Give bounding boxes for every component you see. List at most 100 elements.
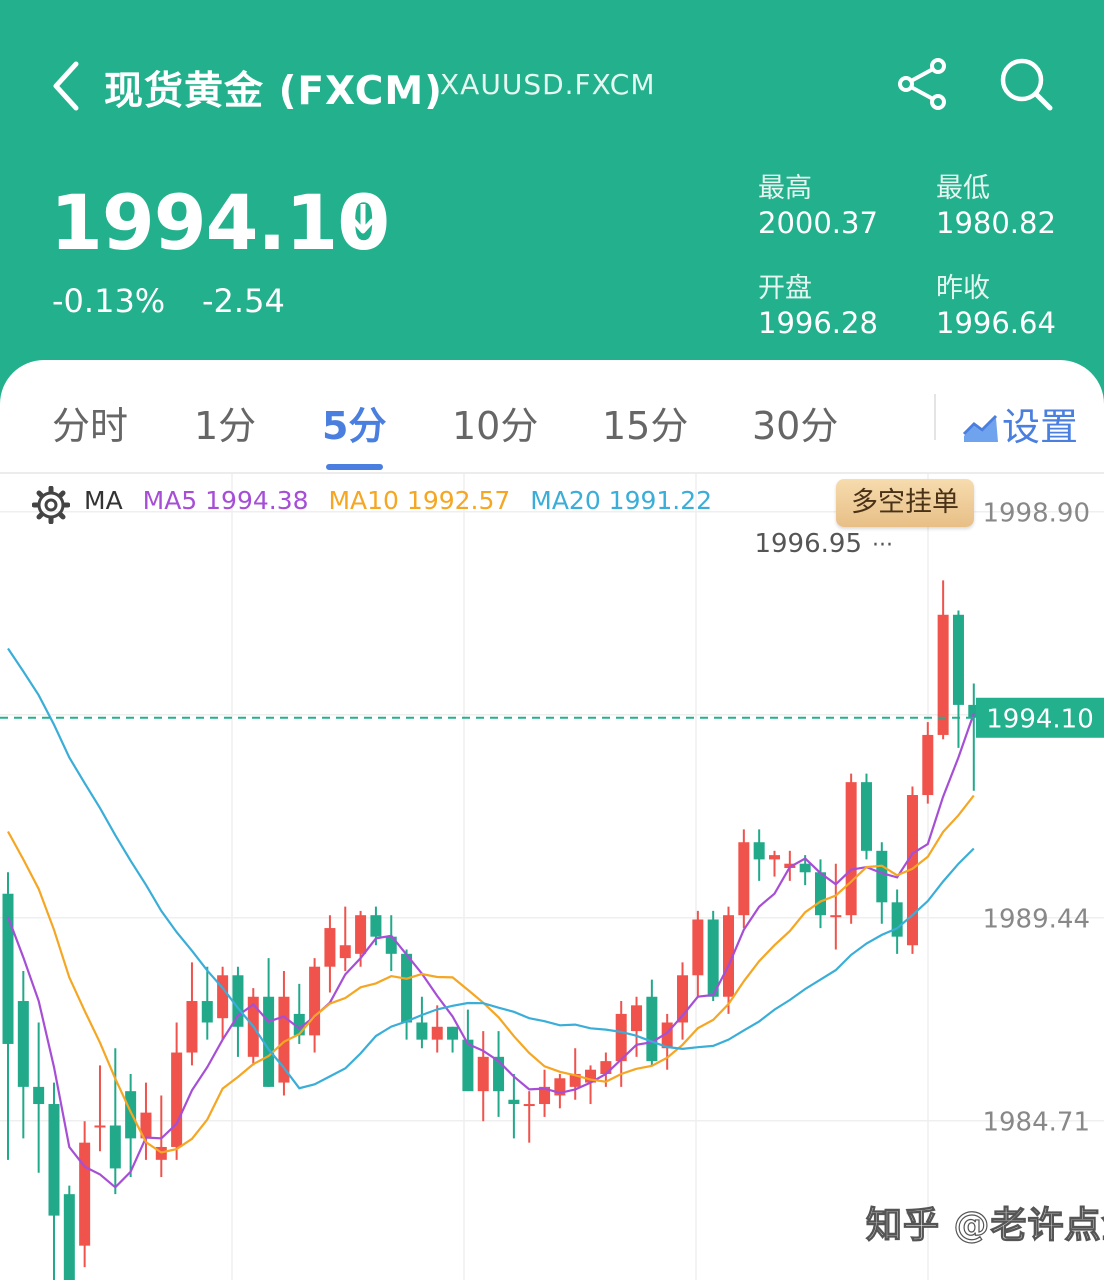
quote-header xyxy=(0,0,1104,420)
tab-10min[interactable]: 10分 xyxy=(452,404,539,448)
candle-body xyxy=(631,1005,643,1032)
candle-body xyxy=(201,1001,213,1023)
candle-body xyxy=(539,1086,551,1105)
tab-divider xyxy=(934,394,936,440)
candle-body xyxy=(845,782,857,916)
ma-legend: MA MA5 1994.38 MA10 1992.57 MA20 1991.22 xyxy=(84,486,724,522)
candle-body xyxy=(171,1052,183,1147)
tab-15min[interactable]: 15分 xyxy=(602,404,689,448)
candle-body xyxy=(523,1104,535,1107)
watermark: 知乎 @老许点金 xyxy=(865,1204,1104,1246)
candle-body xyxy=(431,1026,443,1040)
instrument-code: XAUUSD.FXCM xyxy=(440,68,656,101)
tab-5min[interactable]: 5分 xyxy=(322,404,387,448)
candle-body xyxy=(324,928,336,967)
tab-30min[interactable]: 30分 xyxy=(752,404,839,448)
candle-body xyxy=(33,1086,45,1105)
candle-body xyxy=(263,996,275,1087)
candle-body xyxy=(723,915,735,997)
prev-close-label: 昨收 xyxy=(936,273,990,304)
candle-body xyxy=(799,863,811,873)
candle-body xyxy=(109,1125,121,1169)
settings-button[interactable]: 设置 xyxy=(962,396,1078,451)
kline-chart[interactable]: 1998.901994.171989.441984.711994.101996.… xyxy=(0,474,1104,1280)
candle-body xyxy=(600,1061,612,1074)
candle-body xyxy=(232,975,244,1027)
candle-body xyxy=(677,975,689,1023)
high-value: 2000.37 xyxy=(758,206,878,240)
ma10-line xyxy=(7,794,975,1154)
candle-body xyxy=(508,1099,520,1105)
candle-body xyxy=(569,1073,581,1087)
candle-body xyxy=(477,1056,489,1092)
candle-body xyxy=(140,1112,152,1139)
candle-body xyxy=(48,1104,60,1216)
back-arrow-icon[interactable] xyxy=(48,58,88,114)
candle-body xyxy=(339,945,351,959)
candle-body xyxy=(769,855,780,860)
ma5-line xyxy=(6,713,975,1189)
candle-body xyxy=(125,1091,137,1139)
low-label: 最低 xyxy=(936,173,990,204)
high-label: 最高 xyxy=(758,173,812,204)
ma20-line xyxy=(7,647,975,1090)
share-icon[interactable] xyxy=(896,56,952,112)
tabs-divider xyxy=(0,472,1104,474)
candle-body xyxy=(17,1001,29,1087)
search-icon[interactable] xyxy=(998,56,1054,112)
candle-body xyxy=(370,915,382,937)
settings-label: 设置 xyxy=(1002,405,1079,449)
last-price: 1994.10 xyxy=(50,178,390,267)
gear-icon[interactable] xyxy=(32,486,70,524)
chart-settings-icon xyxy=(962,414,998,442)
candle-body xyxy=(401,953,413,1023)
candle-body xyxy=(217,975,229,1019)
prev-close-value: 1996.64 xyxy=(936,306,1056,340)
candle-body xyxy=(738,842,750,916)
tab-1min[interactable]: 1分 xyxy=(194,404,257,448)
active-tab-indicator xyxy=(326,464,383,470)
candle-body xyxy=(860,782,872,851)
candle-body xyxy=(416,1022,428,1040)
candle-body xyxy=(385,936,397,954)
open-label: 开盘 xyxy=(758,273,812,304)
candle-body xyxy=(79,1142,91,1246)
y-axis-label: 1989.44 xyxy=(982,904,1090,934)
down-arrow-icon xyxy=(351,204,375,234)
candle-body xyxy=(814,872,826,916)
current-price-label: 1994.10 xyxy=(986,704,1094,734)
candle-body xyxy=(891,902,903,937)
open-value: 1996.28 xyxy=(758,306,878,340)
change-value: -2.54 xyxy=(202,282,285,320)
ma20-value: MA20 1991.22 xyxy=(530,486,713,515)
candle-body xyxy=(462,1039,474,1092)
candle-body xyxy=(94,1125,106,1128)
candle-body xyxy=(585,1069,597,1083)
y-axis-label: 1998.90 xyxy=(982,498,1090,528)
peak-marker-dots: ··· xyxy=(872,533,893,558)
candle-body xyxy=(753,842,765,860)
candle-body xyxy=(615,1013,627,1062)
y-axis-label: 1984.71 xyxy=(982,1107,1090,1137)
peak-price-label: 1996.95 xyxy=(754,529,862,559)
candle-body xyxy=(447,1026,459,1040)
long-short-order-button[interactable]: 多空挂单 xyxy=(836,479,974,527)
candle-body xyxy=(968,704,980,718)
candle-body xyxy=(922,734,934,796)
candle-body xyxy=(63,1194,75,1280)
candle-body xyxy=(493,1056,505,1092)
current-price-tag xyxy=(976,697,1104,738)
candle-body xyxy=(278,996,290,1083)
tab-timeshare[interactable]: 分时 xyxy=(52,404,129,448)
ma-label: MA xyxy=(84,486,123,515)
low-value: 1980.82 xyxy=(936,206,1056,240)
ma5-value: MA5 1994.38 xyxy=(142,486,309,515)
candle-body xyxy=(186,1001,198,1053)
instrument-title: 现货黄金 (FXCM) xyxy=(104,69,443,114)
candle-body xyxy=(554,1078,566,1096)
candle-body xyxy=(952,614,964,705)
candle-body xyxy=(876,850,888,903)
candle-body xyxy=(707,919,719,997)
candle-body xyxy=(309,966,321,1036)
candle-body xyxy=(646,996,658,1062)
